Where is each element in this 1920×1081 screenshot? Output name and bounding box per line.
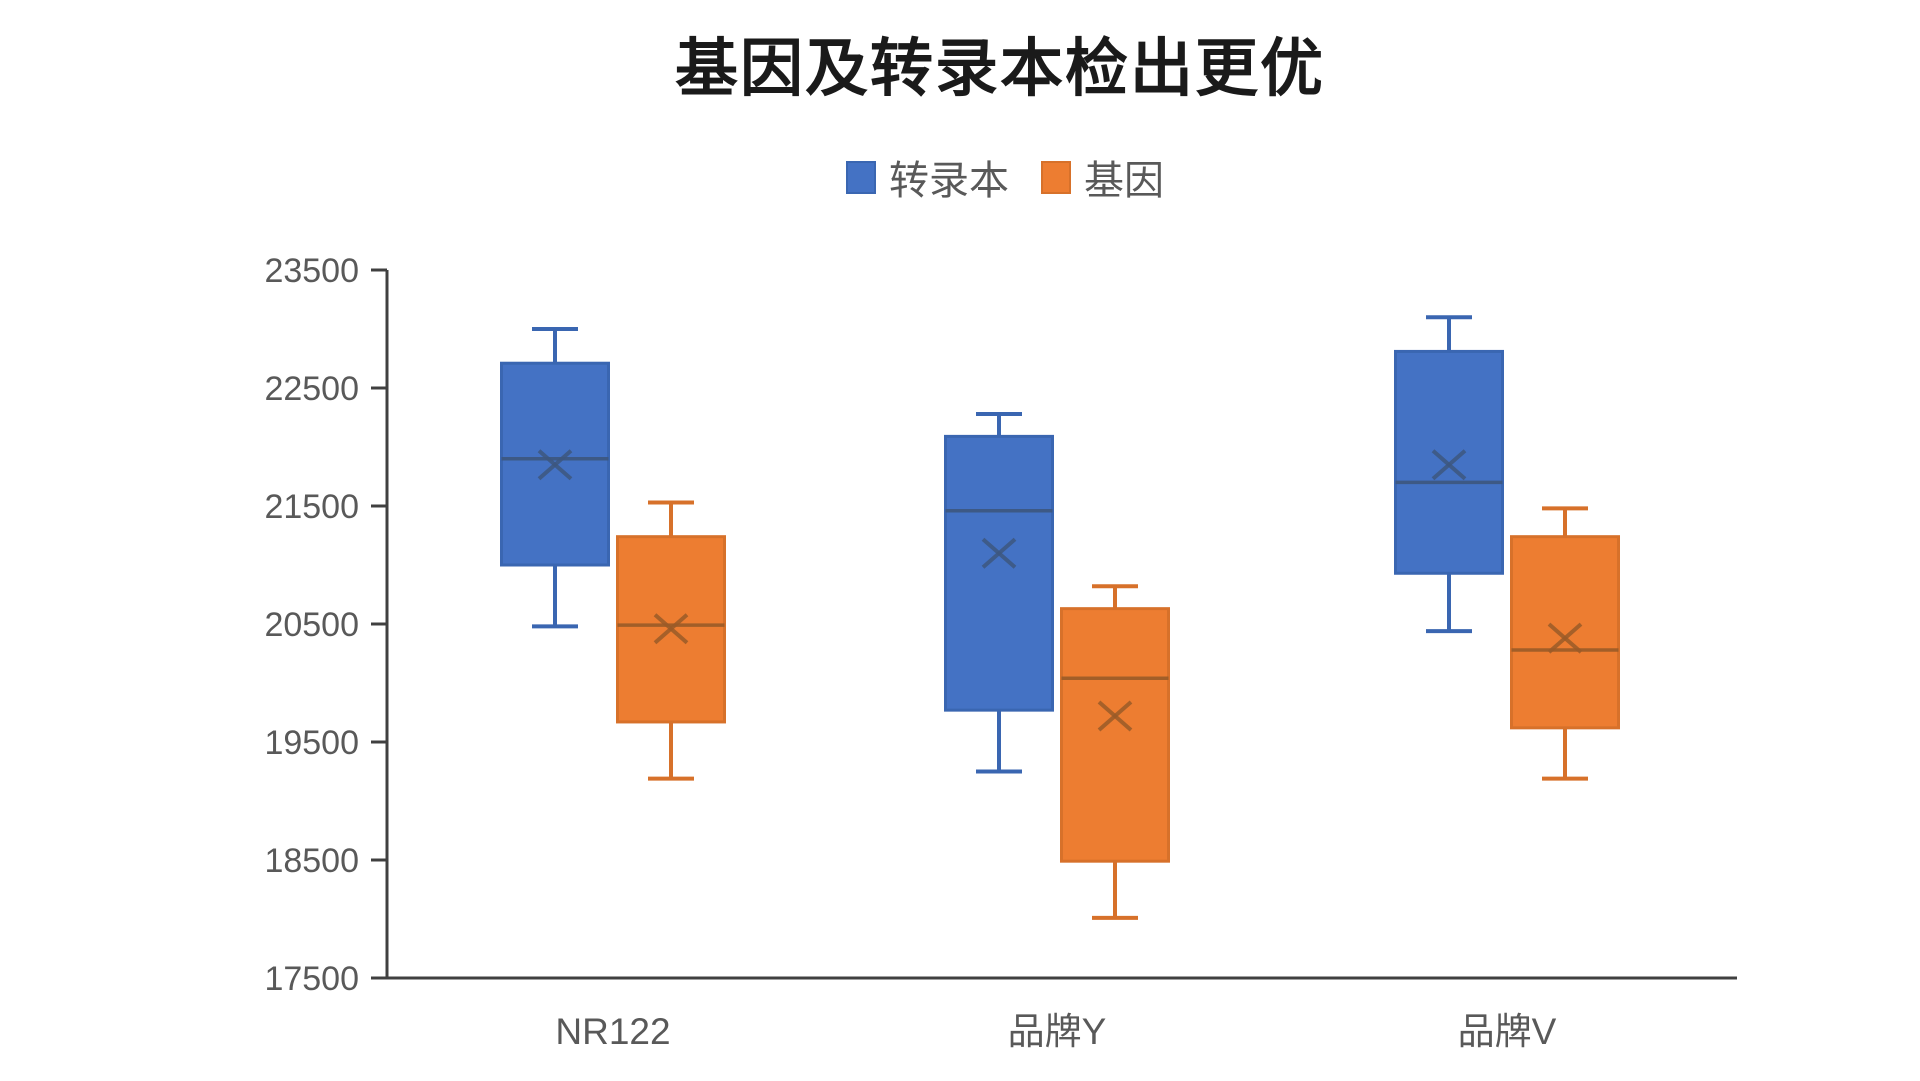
mean-marker-transcript-brand-y [981, 537, 1017, 569]
y-tick-label: 19500 [264, 724, 359, 762]
mean-marker-gene-nr122 [653, 613, 689, 645]
y-tick-label: 23500 [264, 252, 359, 290]
box-transcript-brand-y [944, 434, 1054, 712]
mean-marker-transcript-brand-v [1431, 449, 1467, 481]
box-gene-brand-y [1060, 607, 1170, 863]
y-tick-label: 17500 [264, 960, 359, 998]
x-category-label-nr122: NR122 [555, 1011, 670, 1052]
legend-label-transcript: 转录本 [889, 159, 1009, 203]
y-tick-label: 22500 [264, 370, 359, 408]
mean-marker-gene-brand-y [1097, 700, 1133, 732]
mean-marker-gene-brand-v [1547, 622, 1583, 654]
legend-swatch-gene [1041, 160, 1071, 194]
x-category-label-brand-y: 品牌Y [1008, 1011, 1107, 1052]
x-category-label-brand-v: 品牌V [1458, 1011, 1557, 1052]
chart-title: 基因及转录本检出更优 [675, 34, 1325, 104]
y-tick-label: 18500 [264, 842, 359, 880]
box-gene-brand-v [1510, 535, 1620, 730]
legend-label-gene: 基因 [1084, 159, 1164, 203]
legend: 转录本 基因 [846, 148, 1164, 206]
legend-item-transcript: 转录本 [846, 148, 1009, 206]
y-tick-label: 21500 [264, 488, 359, 526]
legend-swatch-transcript [846, 160, 876, 194]
y-tick-label: 20500 [264, 606, 359, 644]
mean-marker-transcript-nr122 [537, 449, 573, 481]
legend-item-gene: 基因 [1041, 148, 1164, 206]
